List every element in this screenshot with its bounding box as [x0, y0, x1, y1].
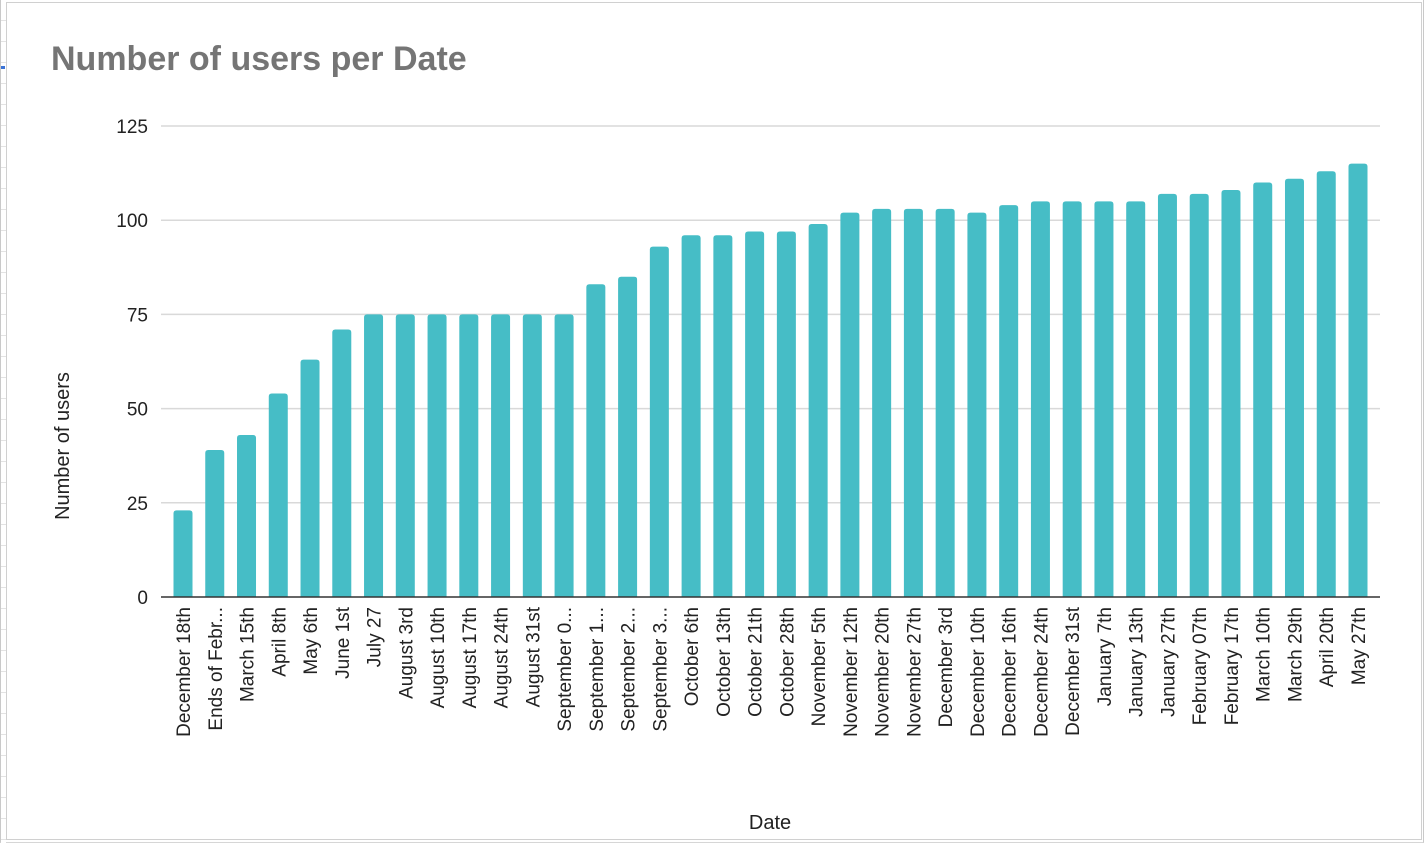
y-tick-label: 50: [127, 400, 148, 421]
bar[interactable]: [872, 208, 892, 597]
bar[interactable]: [618, 276, 638, 597]
x-tick-label: December 24th: [1031, 607, 1052, 737]
bar[interactable]: [1126, 201, 1146, 598]
selection-marker: [1, 66, 5, 69]
bar[interactable]: [935, 208, 955, 597]
y-tick-label: 25: [127, 494, 148, 515]
x-tick-label: Ends of Febr...: [206, 607, 227, 731]
x-tick-label: March 15th: [238, 607, 259, 702]
bar[interactable]: [586, 284, 606, 597]
bar[interactable]: [681, 235, 701, 597]
x-tick-label: May 27th: [1349, 607, 1370, 685]
bar[interactable]: [332, 329, 352, 597]
y-tick-label: 125: [116, 117, 148, 138]
x-tick-label: August 17th: [460, 607, 481, 708]
y-axis-title: Number of users: [52, 372, 74, 520]
x-tick-label: February 07th: [1190, 607, 1211, 725]
x-tick-label: December 16th: [1000, 607, 1021, 737]
bar[interactable]: [999, 205, 1019, 598]
x-tick-label: October 28th: [777, 607, 798, 717]
bar[interactable]: [205, 450, 225, 597]
x-tick-label: July 27: [365, 607, 386, 667]
y-tick-label: 100: [116, 211, 148, 232]
x-tick-label: August 31st: [523, 606, 544, 707]
bar[interactable]: [840, 212, 860, 597]
x-tick-label: October 21th: [746, 607, 767, 717]
bar[interactable]: [427, 314, 447, 597]
y-tick-label: 0: [137, 588, 148, 609]
x-tick-label: January 27th: [1158, 607, 1179, 717]
bar[interactable]: [1062, 201, 1082, 598]
y-tick-labels: 0 25 50 75 100 125: [116, 117, 148, 609]
bar[interactable]: [1316, 171, 1336, 597]
x-tick-label: August 24th: [492, 607, 513, 708]
x-tick-label: October 13th: [714, 607, 735, 717]
bar[interactable]: [1189, 193, 1209, 597]
bar[interactable]: [395, 314, 415, 597]
x-axis-title: Date: [749, 812, 791, 834]
x-tick-label: September 3...: [650, 607, 671, 732]
bar[interactable]: [649, 246, 669, 598]
x-tick-label: March 29th: [1285, 607, 1306, 702]
bar[interactable]: [1030, 201, 1050, 598]
x-tick-label: August 3rd: [396, 607, 417, 699]
bar[interactable]: [1284, 178, 1304, 597]
x-tick-label: September 0...: [555, 607, 576, 732]
bar[interactable]: [522, 314, 542, 597]
bar[interactable]: [173, 510, 193, 597]
bar[interactable]: [745, 231, 765, 597]
x-tick-label: November 5th: [809, 607, 830, 726]
bar[interactable]: [1348, 163, 1368, 597]
x-tick-label: January 13th: [1127, 607, 1148, 717]
x-tick-label: April 8th: [269, 607, 290, 677]
bar[interactable]: [237, 434, 257, 597]
bar[interactable]: [364, 314, 384, 597]
bar[interactable]: [713, 235, 733, 597]
bar[interactable]: [1253, 182, 1273, 597]
x-tick-label: December 18th: [174, 607, 195, 737]
bar[interactable]: [491, 314, 511, 597]
x-tick-label: November 20th: [873, 607, 894, 737]
bar[interactable]: [268, 393, 288, 597]
chart-title: Number of users per Date: [51, 40, 467, 78]
x-tick-label: December 10th: [968, 607, 989, 737]
x-tick-label: June 1st: [333, 606, 354, 679]
y-tick-label: 75: [127, 305, 148, 326]
x-tick-label: February 17th: [1222, 607, 1243, 725]
bar[interactable]: [300, 359, 320, 597]
x-tick-labels: December 18th Ends of Febr... March 15th Ap…: [174, 606, 1370, 737]
bar[interactable]: [554, 314, 574, 597]
x-tick-label: October 6th: [682, 607, 703, 706]
spreadsheet-row-strip: [1, 0, 6, 843]
bar[interactable]: [808, 223, 828, 597]
x-tick-label: May 6th: [301, 607, 322, 675]
bars: [173, 163, 1368, 598]
bar[interactable]: [776, 231, 796, 597]
x-tick-label: November 27th: [904, 607, 925, 737]
x-tick-label: December 31st: [1063, 606, 1084, 736]
x-tick-label: September 1...: [587, 607, 608, 732]
bar[interactable]: [903, 208, 923, 597]
bar[interactable]: [459, 314, 479, 597]
bar[interactable]: [1094, 201, 1114, 598]
x-tick-label: August 10th: [428, 607, 449, 708]
x-tick-label: September 2...: [619, 607, 640, 732]
bar[interactable]: [1221, 190, 1241, 597]
x-tick-label: April 20th: [1317, 607, 1338, 687]
bar[interactable]: [1157, 193, 1177, 597]
x-tick-label: March 10th: [1254, 607, 1275, 702]
x-tick-label: December 3rd: [936, 607, 957, 727]
x-tick-label: November 12th: [841, 607, 862, 737]
bar[interactable]: [967, 212, 987, 597]
x-tick-label: January 7th: [1095, 607, 1116, 706]
